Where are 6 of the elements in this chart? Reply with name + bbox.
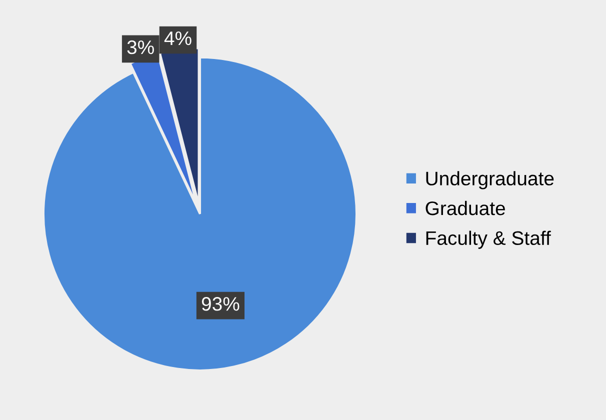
legend-label: Graduate xyxy=(426,200,505,216)
legend-label: Faculty & Staff xyxy=(426,230,551,249)
data-label: 3% xyxy=(127,40,154,54)
data-label: 4% xyxy=(164,31,192,46)
legend-label: Undergraduate xyxy=(426,171,554,190)
data-label: 93% xyxy=(202,297,240,311)
